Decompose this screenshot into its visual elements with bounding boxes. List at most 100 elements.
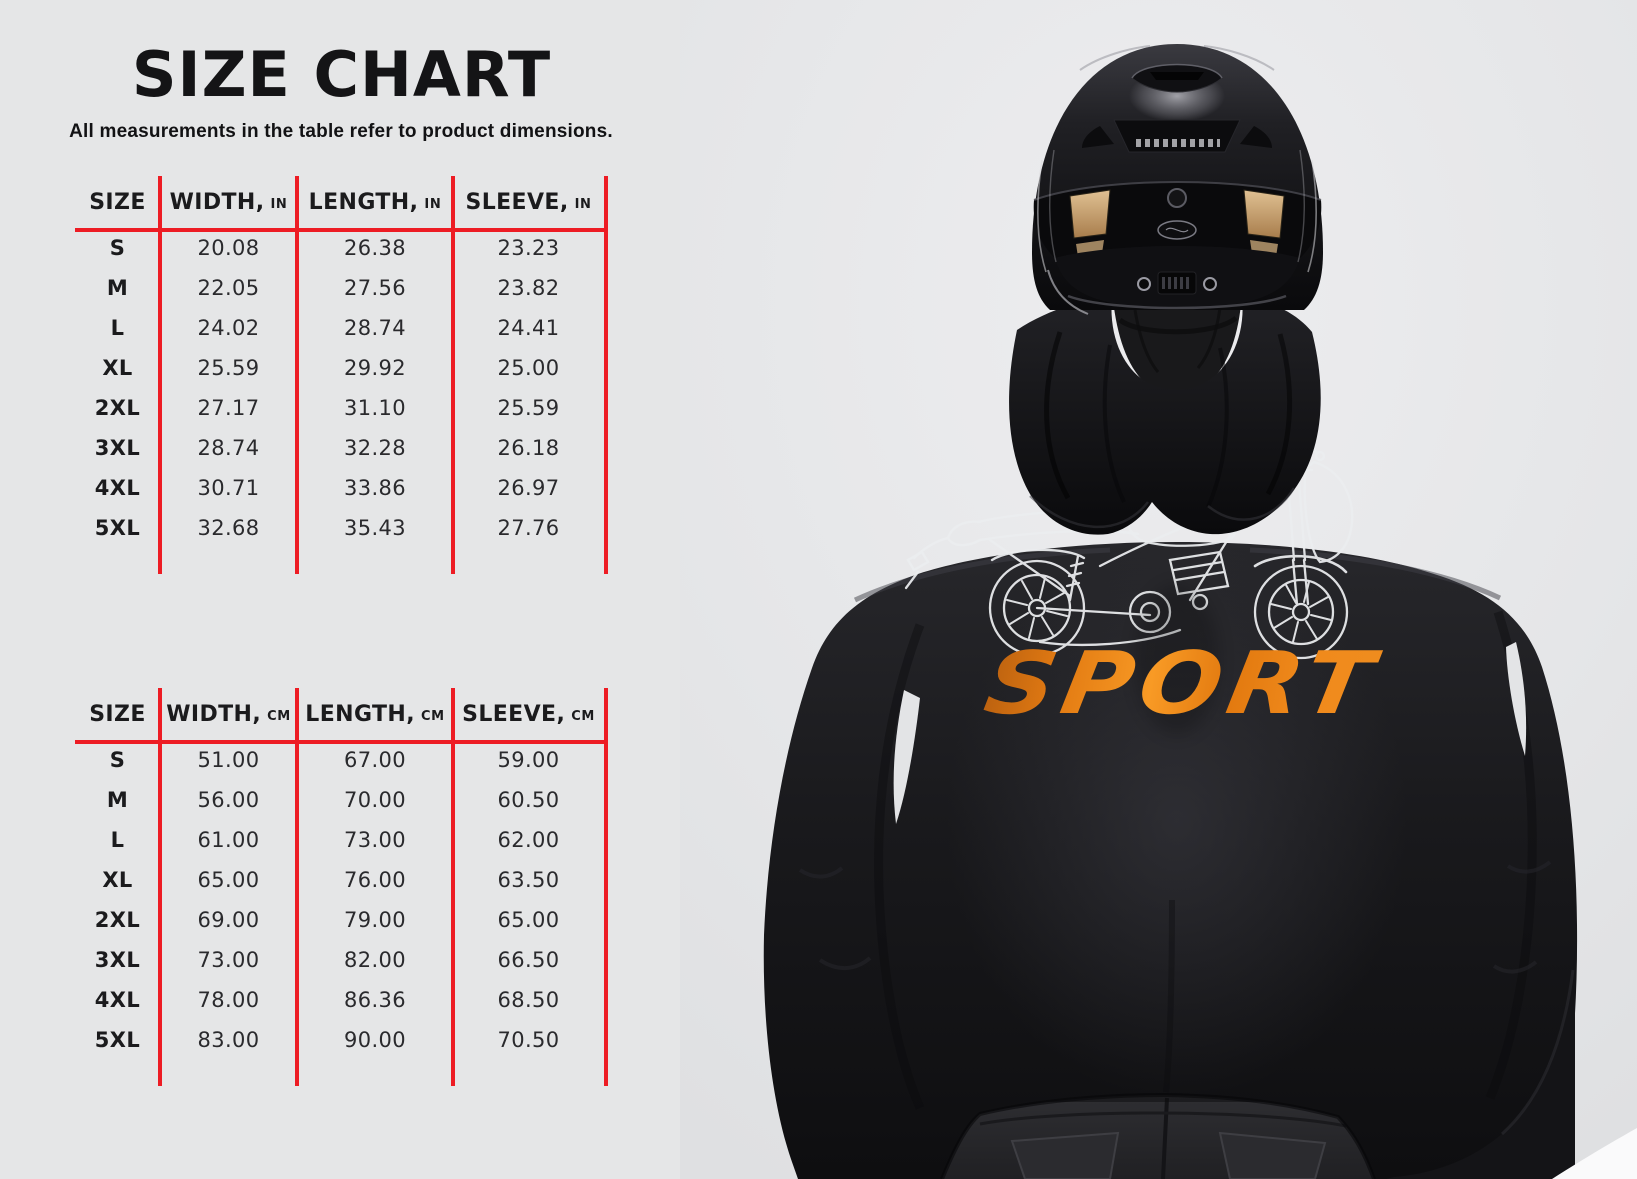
measurement-value: 86.36 [343, 988, 407, 1012]
column-header: SLEEVE, IN [453, 176, 604, 228]
unit-label: IN [270, 197, 288, 212]
measurement-value: 65.00 [197, 868, 260, 892]
table-grid-line [604, 688, 608, 1086]
measurement-value: 78.00 [197, 988, 260, 1012]
size-row-M: M 56.00 70.00 60.50 [75, 780, 608, 820]
page-title: SIZE CHART [131, 38, 552, 111]
table-header-row: SIZE WIDTH, CM LENGTH, CM SLEEVE, CM [75, 688, 608, 740]
table-grid-line [451, 688, 455, 1086]
size-row-L: L 24.02 28.74 24.41 [75, 308, 608, 348]
column-header-label: LENGTH, [305, 701, 416, 727]
table-grid-line [158, 688, 162, 1086]
column-header-label: SLEEVE, [465, 189, 569, 215]
measurement-value: 35.43 [343, 516, 407, 540]
size-label: 5XL [94, 1028, 141, 1052]
size-label: 3XL [94, 948, 141, 972]
sport-print-text: SPORT [978, 633, 1387, 733]
size-row-M: M 22.05 27.56 23.82 [75, 268, 608, 308]
table-grid-line [295, 688, 299, 1086]
size-label: 4XL [94, 988, 141, 1012]
size-label: M [106, 788, 129, 812]
corner-page-curl [1552, 1128, 1637, 1179]
size-row-3XL: 3XL 28.74 32.28 26.18 [75, 428, 608, 468]
column-header: WIDTH, CM [160, 688, 297, 740]
measurement-value: 73.00 [197, 948, 260, 972]
size-row-XL: XL 65.00 76.00 63.50 [75, 860, 608, 900]
measurement-value: 59.00 [497, 748, 560, 772]
column-header: WIDTH, IN [160, 176, 297, 228]
column-header-label: LENGTH, [308, 189, 419, 215]
size-label: 2XL [94, 396, 141, 420]
size-row-5XL: 5XL 32.68 35.43 27.76 [75, 508, 608, 548]
helmet-mid-vent [1113, 119, 1241, 153]
measurement-value: 66.50 [497, 948, 560, 972]
unit-label: IN [424, 197, 442, 212]
column-header-label: WIDTH, [166, 701, 262, 727]
size-row-L: L 61.00 73.00 62.00 [75, 820, 608, 860]
measurement-value: 62.00 [497, 828, 560, 852]
measurement-value: 23.23 [497, 236, 560, 260]
size-label: 5XL [94, 516, 141, 540]
measurement-value: 27.56 [343, 276, 407, 300]
column-header: SLEEVE, CM [453, 688, 604, 740]
unit-label: CM [571, 709, 595, 724]
column-header-label: SLEEVE, [462, 701, 566, 727]
size-row-2XL: 2XL 69.00 79.00 65.00 [75, 900, 608, 940]
measurement-value: 26.38 [343, 236, 407, 260]
measurement-value: 28.74 [343, 316, 407, 340]
measurement-value: 33.86 [343, 476, 407, 500]
helmet [1032, 44, 1323, 335]
size-table-inches: SIZE WIDTH, IN LENGTH, IN SLEEVE, IN S 20.08 26.3… [75, 176, 608, 576]
table-header-row: SIZE WIDTH, IN LENGTH, IN SLEEVE, IN [75, 176, 608, 228]
measurement-value: 65.00 [497, 908, 560, 932]
measurement-value: 73.00 [343, 828, 407, 852]
measurement-value: 25.00 [497, 356, 560, 380]
measurement-value: 90.00 [343, 1028, 407, 1052]
size-label: XL [102, 868, 133, 892]
table-grid-line [75, 228, 608, 232]
measurement-value: 76.00 [343, 868, 407, 892]
size-label: L [110, 316, 125, 340]
measurement-value: 22.05 [197, 276, 260, 300]
measurement-value: 28.74 [197, 436, 260, 460]
size-row-4XL: 4XL 78.00 86.36 68.50 [75, 980, 608, 1020]
size-row-S: S 20.08 26.38 23.23 [75, 228, 608, 268]
measurement-value: 67.00 [343, 748, 407, 772]
measurement-value: 82.00 [343, 948, 407, 972]
measurement-value: 60.50 [497, 788, 560, 812]
table-grid-line [295, 176, 299, 574]
size-label: 3XL [94, 436, 141, 460]
measurement-value: 63.50 [497, 868, 560, 892]
size-label: 2XL [94, 908, 141, 932]
measurement-value: 56.00 [197, 788, 260, 812]
unit-label: IN [574, 197, 592, 212]
size-row-4XL: 4XL 30.71 33.86 26.97 [75, 468, 608, 508]
size-row-3XL: 3XL 73.00 82.00 66.50 [75, 940, 608, 980]
helmet-reflector-right [1243, 189, 1285, 239]
measurement-value: 68.50 [497, 988, 560, 1012]
unit-label: CM [267, 709, 291, 724]
size-row-XL: XL 25.59 29.92 25.00 [75, 348, 608, 388]
neck-gaiter [1112, 292, 1242, 392]
size-label: S [109, 748, 126, 772]
table-grid-line [451, 176, 455, 574]
hoodie-body [763, 540, 1578, 1179]
measurement-value: 69.00 [197, 908, 260, 932]
page-subtitle: All measurements in the table refer to p… [69, 121, 613, 142]
size-row-2XL: 2XL 27.17 31.10 25.59 [75, 388, 608, 428]
size-label: XL [102, 356, 133, 380]
size-label: 4XL [94, 476, 141, 500]
right-armpit-gap [1506, 642, 1527, 756]
measurement-value: 32.68 [197, 516, 260, 540]
table-grid-line [158, 176, 162, 574]
right-forearm [1386, 950, 1575, 1179]
table-grid-line [604, 176, 608, 574]
measurement-value: 31.10 [343, 396, 407, 420]
measurement-value: 27.17 [197, 396, 260, 420]
measurement-value: 26.97 [497, 476, 560, 500]
measurement-value: 27.76 [497, 516, 560, 540]
column-header-label: SIZE [89, 189, 146, 215]
measurement-value: 26.18 [497, 436, 560, 460]
column-header: LENGTH, CM [297, 688, 453, 740]
